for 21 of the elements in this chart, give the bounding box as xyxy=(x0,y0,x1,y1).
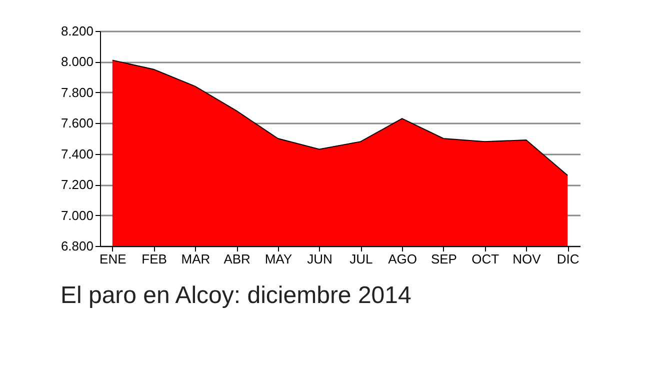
y-tick-label: 7.200 xyxy=(60,177,94,192)
x-tick-label: ABR xyxy=(224,252,250,266)
text: El paro en Alcoy: diciembre 2014 xyxy=(60,282,412,309)
y-tick-label: 7.800 xyxy=(60,84,94,100)
x-tick-label: MAR xyxy=(181,252,210,266)
x-tick-label: AGO xyxy=(388,252,418,266)
y-tick-label: 7.000 xyxy=(60,208,94,223)
y-tick-label: 7.400 xyxy=(60,146,94,162)
x-tick-label: NOV xyxy=(512,252,542,266)
x-tick-label: JUL xyxy=(350,252,373,266)
x-tick-label: FEB xyxy=(142,252,167,266)
x-tick-label: MAY xyxy=(264,252,292,266)
y-tick-label: 7.600 xyxy=(60,116,94,131)
y-tick-label: 8.200 xyxy=(60,24,94,38)
x-tick-label: ENE xyxy=(100,252,127,266)
x-tick-label: DIC xyxy=(556,252,580,266)
y-tick-label: 8.000 xyxy=(60,54,94,70)
x-tick-label: JUN xyxy=(307,252,332,266)
x-tick-label: OCT xyxy=(472,252,500,266)
x-tick-label: SEP xyxy=(430,252,457,266)
y-tick-label: 6.800 xyxy=(60,238,94,254)
